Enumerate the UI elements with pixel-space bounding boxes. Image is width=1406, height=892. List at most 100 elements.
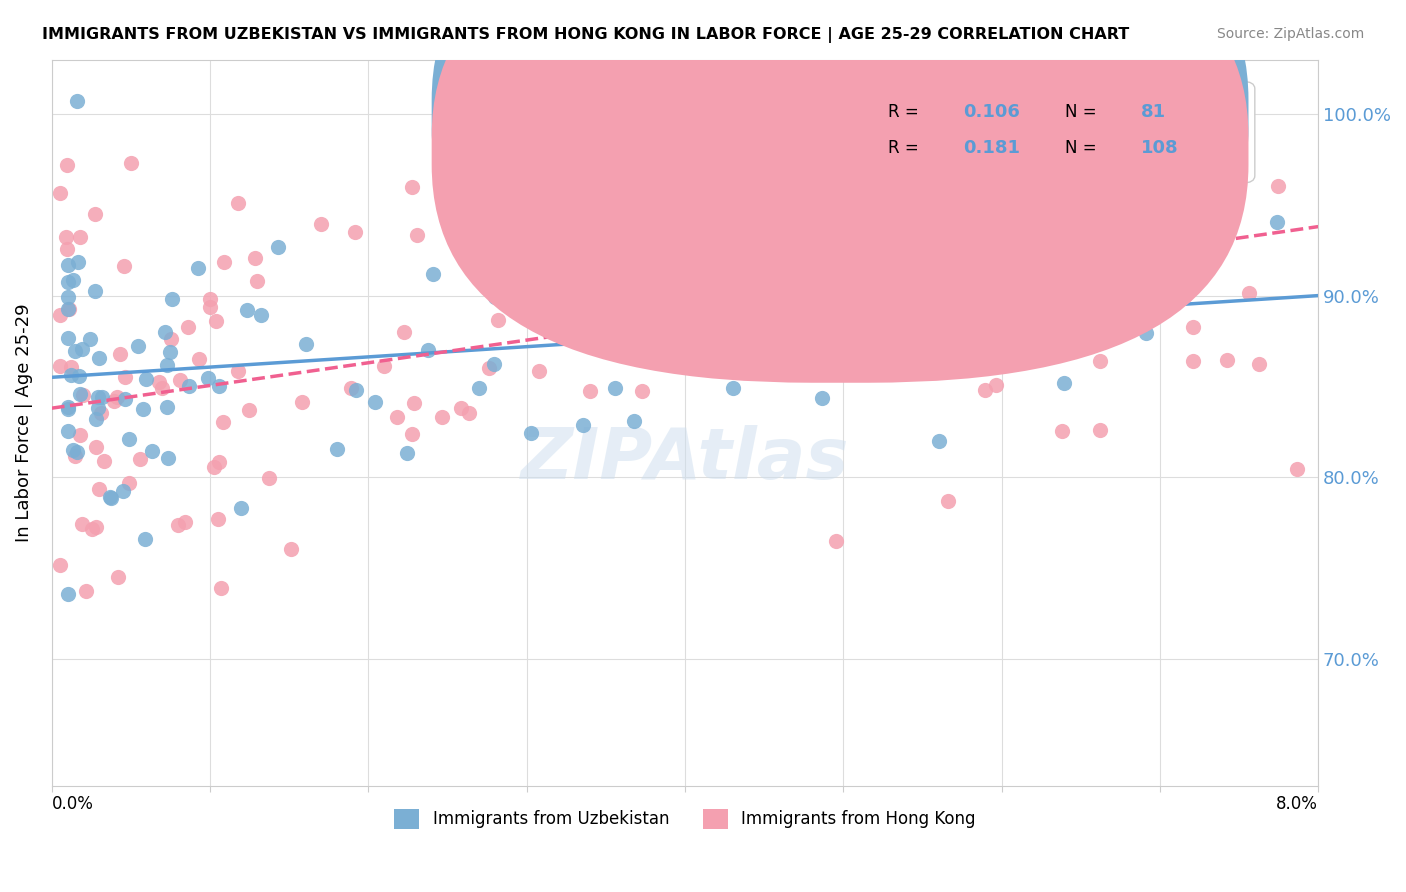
- Point: [198, 292, 221, 306]
- Point: [155, 326, 177, 340]
- Point: [756, 246, 779, 260]
- Point: [928, 360, 950, 375]
- Text: 0.0%: 0.0%: [52, 795, 94, 813]
- Point: [56, 275, 79, 289]
- Point: [309, 217, 332, 231]
- Point: [250, 308, 273, 322]
- Point: [69, 428, 91, 442]
- Point: [70, 516, 93, 531]
- Point: [1094, 224, 1116, 238]
- Point: [418, 343, 440, 357]
- Point: [1286, 462, 1309, 476]
- Point: [450, 401, 472, 416]
- Point: [984, 377, 1007, 392]
- Point: [1330, 323, 1353, 337]
- Point: [1265, 215, 1288, 229]
- Point: [1090, 353, 1112, 368]
- Point: [98, 491, 121, 505]
- Point: [148, 375, 170, 389]
- Point: [655, 286, 678, 301]
- Point: [402, 396, 425, 410]
- Point: [603, 381, 626, 395]
- Point: [114, 370, 136, 384]
- Point: [62, 273, 84, 287]
- Point: [1171, 278, 1194, 293]
- Text: Source: ZipAtlas.com: Source: ZipAtlas.com: [1216, 27, 1364, 41]
- Point: [1144, 304, 1167, 318]
- Point: [156, 400, 179, 414]
- Point: [758, 295, 780, 310]
- Point: [205, 314, 228, 328]
- Point: [1125, 269, 1147, 284]
- Point: [1101, 194, 1123, 209]
- Point: [188, 352, 211, 367]
- Point: [936, 494, 959, 508]
- Point: [114, 392, 136, 406]
- Point: [1182, 354, 1205, 368]
- Point: [48, 558, 70, 572]
- Point: [811, 351, 834, 365]
- Point: [721, 381, 744, 395]
- Point: [112, 483, 135, 498]
- Point: [295, 337, 318, 351]
- Point: [565, 254, 588, 268]
- Point: [156, 358, 179, 372]
- Point: [478, 361, 501, 376]
- Point: [69, 386, 91, 401]
- Point: [1267, 178, 1289, 193]
- Point: [48, 309, 70, 323]
- Point: [84, 412, 107, 426]
- Point: [79, 332, 101, 346]
- Point: [87, 483, 110, 497]
- Point: [235, 302, 257, 317]
- Point: [291, 394, 314, 409]
- Point: [66, 444, 89, 458]
- Point: [613, 339, 636, 353]
- Point: [776, 243, 799, 257]
- Point: [118, 432, 141, 446]
- Point: [66, 254, 89, 268]
- Point: [84, 520, 107, 534]
- Point: [48, 359, 70, 373]
- Point: [129, 451, 152, 466]
- Point: [579, 384, 602, 398]
- Point: [118, 475, 141, 490]
- Point: [56, 157, 79, 171]
- Point: [572, 280, 595, 294]
- Point: [202, 459, 225, 474]
- FancyBboxPatch shape: [786, 81, 1254, 183]
- Point: [56, 402, 79, 417]
- Point: [108, 347, 131, 361]
- Point: [385, 410, 408, 425]
- Point: [56, 400, 79, 414]
- Point: [392, 325, 415, 339]
- Point: [793, 329, 815, 343]
- Point: [1088, 423, 1111, 437]
- Text: 0.106: 0.106: [963, 103, 1021, 121]
- Point: [631, 384, 654, 398]
- Text: 8.0%: 8.0%: [1277, 795, 1319, 813]
- Point: [56, 424, 79, 438]
- Point: [120, 156, 142, 170]
- Point: [173, 515, 195, 529]
- FancyBboxPatch shape: [432, 0, 1249, 383]
- Point: [212, 255, 235, 269]
- Point: [811, 391, 834, 405]
- Point: [226, 364, 249, 378]
- Point: [344, 225, 367, 239]
- Point: [65, 343, 87, 358]
- Point: [150, 381, 173, 395]
- Point: [62, 442, 84, 457]
- Point: [169, 373, 191, 387]
- Point: [1102, 219, 1125, 233]
- Point: [623, 414, 645, 428]
- Point: [340, 380, 363, 394]
- Point: [83, 207, 105, 221]
- Point: [832, 267, 855, 281]
- Point: [373, 359, 395, 373]
- Point: [363, 394, 385, 409]
- Point: [107, 570, 129, 584]
- Point: [80, 522, 103, 536]
- Point: [127, 339, 149, 353]
- Point: [246, 274, 269, 288]
